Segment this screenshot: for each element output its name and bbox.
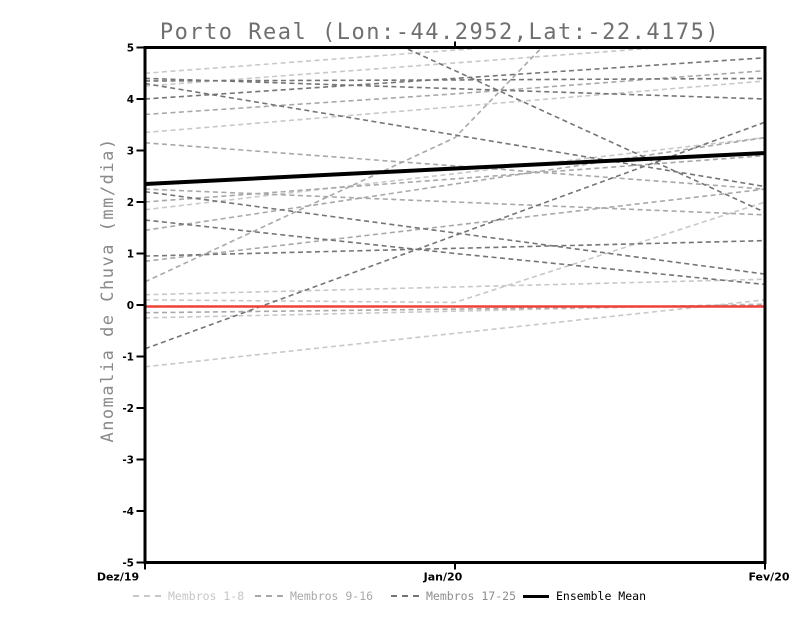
member-polyline xyxy=(145,136,765,211)
member-polyline xyxy=(145,136,765,232)
member-polyline xyxy=(145,77,765,82)
ensemble-mean-polyline xyxy=(145,151,765,186)
legend-dashed-line-sample xyxy=(391,595,419,597)
legend-item-label: Membros 9-16 xyxy=(290,589,374,603)
y-tick-label: -4 xyxy=(122,506,134,518)
member-polyline xyxy=(145,188,765,263)
member-polyline xyxy=(145,299,765,368)
legend-item-label: Membros 1-8 xyxy=(168,589,245,603)
y-tick-label: 5 xyxy=(127,42,134,54)
legend: Membros 1-8 Membros 9-16 Membros 17-25 Ense… xyxy=(0,588,800,608)
member-polyline xyxy=(145,141,765,190)
member-polyline xyxy=(145,80,765,134)
legend-item-label: Membros 17-25 xyxy=(426,589,517,603)
member-polyline xyxy=(145,47,543,283)
member-polyline xyxy=(145,303,765,319)
member-polyline xyxy=(145,57,765,100)
y-tick-label: 0 xyxy=(127,300,134,312)
member-polyline xyxy=(145,304,765,314)
y-tick-label: -1 xyxy=(122,351,134,363)
chart-title: Porto Real (Lon:-44.2952,Lat:-22.4175) xyxy=(160,20,720,45)
plot-frame xyxy=(143,46,767,564)
member-lines xyxy=(145,47,765,368)
member-polyline xyxy=(145,47,501,75)
member-polyline xyxy=(145,239,765,257)
ensemble-mean-line xyxy=(145,151,765,186)
member-polyline xyxy=(145,82,765,188)
member-polyline xyxy=(145,188,765,216)
y-tick-label: 1 xyxy=(127,248,134,260)
member-polyline xyxy=(145,69,765,116)
y-tick-label: 4 xyxy=(127,94,134,106)
member-polyline xyxy=(145,201,765,304)
legend-item: Ensemble Mean xyxy=(523,588,646,604)
legend-item-label: Ensemble Mean xyxy=(556,589,647,603)
y-tick-label: 2 xyxy=(127,197,134,209)
legend-solid-line-sample xyxy=(523,594,549,598)
member-polyline xyxy=(145,278,765,296)
legend-dashed-line-sample xyxy=(133,595,161,597)
legend-dashed-line-sample xyxy=(255,595,283,597)
legend-item: Membros 9-16 xyxy=(255,588,373,604)
member-polyline xyxy=(145,190,765,275)
x-tick-label: Jan/20 xyxy=(423,571,463,584)
member-polyline xyxy=(145,219,765,286)
member-polyline xyxy=(402,47,765,214)
x-tick-label: Fev/20 xyxy=(748,571,789,584)
y-axis-label: Anomalia de Chuva (mm/dia) xyxy=(98,137,118,442)
x-tick-label: Dez/19 xyxy=(97,571,139,584)
member-polyline xyxy=(145,154,765,203)
legend-item: Membros 1-8 xyxy=(133,588,244,604)
y-tick-label: 3 xyxy=(127,145,134,157)
member-polyline xyxy=(145,47,673,87)
y-tick-label: -2 xyxy=(122,403,134,415)
y-tick-label: -3 xyxy=(122,454,134,466)
y-tick-label: -5 xyxy=(122,557,134,569)
legend-item: Membros 17-25 xyxy=(391,588,516,604)
member-polyline xyxy=(145,77,765,100)
